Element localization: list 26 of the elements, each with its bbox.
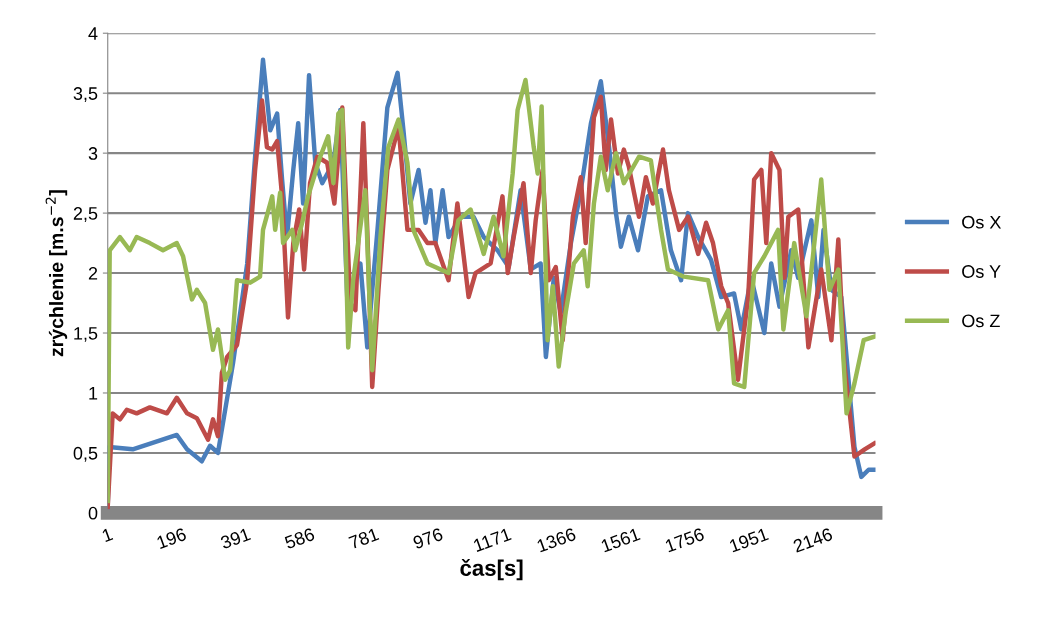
x-tick-label: 1 xyxy=(101,527,114,543)
x-tick-label: 1366 xyxy=(536,527,577,553)
y-tick-label: 0,5 xyxy=(73,446,98,462)
y-tick-label: 0 xyxy=(88,506,98,520)
x-tick-label: 1171 xyxy=(473,527,512,552)
y-tick-label: 1 xyxy=(89,387,98,400)
x-tick-label: 1756 xyxy=(664,527,705,553)
x-tick-label: 391 xyxy=(219,527,252,550)
y-tick-label: 2,5 xyxy=(73,207,98,222)
y-tick-label: 1,5 xyxy=(74,327,98,342)
x-tick-label: 976 xyxy=(412,527,444,550)
y-tick-label: 3,5 xyxy=(73,87,98,103)
y-axis-title: zrýchlenie [m.s$^{−2}$] xyxy=(45,190,68,357)
x-tick-label: 2146 xyxy=(792,527,834,553)
legend-label: Os Y xyxy=(962,265,1001,278)
x-tick-label: 586 xyxy=(283,527,316,550)
x-axis-title: čas[s] xyxy=(460,559,523,581)
x-tick-label: 1951 xyxy=(728,527,769,553)
legend-label: Os Z xyxy=(962,314,1000,328)
y-tick-label: 2 xyxy=(88,266,98,280)
legend-label: Os X xyxy=(962,215,1002,229)
y-tick-label: 3 xyxy=(88,147,98,160)
y-tick-label: 4 xyxy=(88,27,98,40)
x-tick-label: 1561 xyxy=(600,527,641,553)
x-tick-label: 781 xyxy=(348,527,380,550)
x-tick-label: 196 xyxy=(156,527,187,550)
